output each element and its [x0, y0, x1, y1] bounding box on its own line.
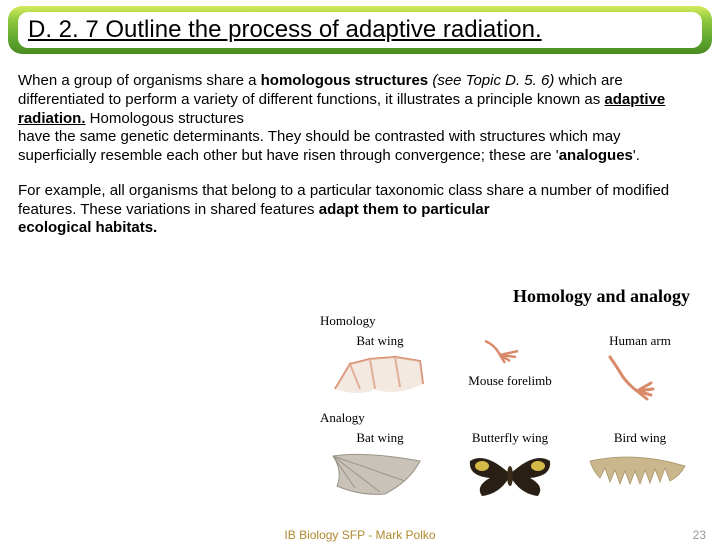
human-arm-cell: Human arm: [580, 333, 700, 404]
bat-wing-label: Bat wing: [320, 333, 440, 349]
analogy-row: Bat wing Butterfly wing Bird wing: [320, 430, 700, 501]
p1-t8: analogues: [559, 147, 633, 164]
human-arm-label: Human arm: [580, 333, 700, 349]
bat-wing2-cell: Bat wing: [320, 430, 440, 501]
bat-wing2-label: Bat wing: [320, 430, 440, 446]
bat-wing-cell: Bat wing: [320, 333, 440, 404]
mouse-forelimb-icon: [470, 333, 550, 373]
butterfly-label: Butterfly wing: [450, 430, 570, 446]
content: When a group of organisms share a homolo…: [0, 54, 720, 238]
p2-t3: ecological habitats.: [18, 219, 157, 236]
header-banner: D. 2. 7 Outline the process of adaptive …: [8, 6, 712, 54]
mouse-label: Mouse forelimb: [460, 373, 560, 389]
bird-wing-label: Bird wing: [580, 430, 700, 446]
bat-wing2-icon: [325, 446, 435, 501]
para-1: When a group of organisms share a homolo…: [18, 72, 702, 166]
homology-row: Bat wing Mouse forelimb Human arm: [320, 333, 700, 404]
butterfly-icon: [460, 446, 560, 501]
mouse-cell: Mouse forelimb: [460, 333, 560, 404]
p1-t9: '.: [633, 147, 640, 164]
header-title: D. 2. 7 Outline the process of adaptive …: [28, 16, 692, 44]
header-inner: D. 2. 7 Outline the process of adaptive …: [18, 12, 702, 48]
para-2: For example, all organisms that belong t…: [18, 182, 702, 238]
homology-diagram: Homology and analogy Homology Bat wing M…: [320, 286, 700, 506]
homology-label: Homology: [320, 313, 700, 329]
bat-wing-icon: [325, 349, 435, 399]
bird-wing-cell: Bird wing: [580, 430, 700, 501]
diagram-title: Homology and analogy: [320, 286, 690, 307]
p1-t1: When a group of organisms share a: [18, 72, 261, 89]
p2-t2: adapt them to particular: [319, 201, 490, 218]
p1-t2: homologous structures: [261, 72, 429, 89]
p1-t3: (see Topic D. 5. 6): [428, 72, 554, 89]
bird-wing-icon: [585, 446, 695, 501]
human-arm-icon: [595, 349, 685, 404]
analogy-label: Analogy: [320, 410, 700, 426]
p1-t7: have the same genetic determinants. They…: [18, 128, 621, 164]
p1-t6: Homologous structures: [86, 110, 244, 127]
butterfly-cell: Butterfly wing: [450, 430, 570, 501]
